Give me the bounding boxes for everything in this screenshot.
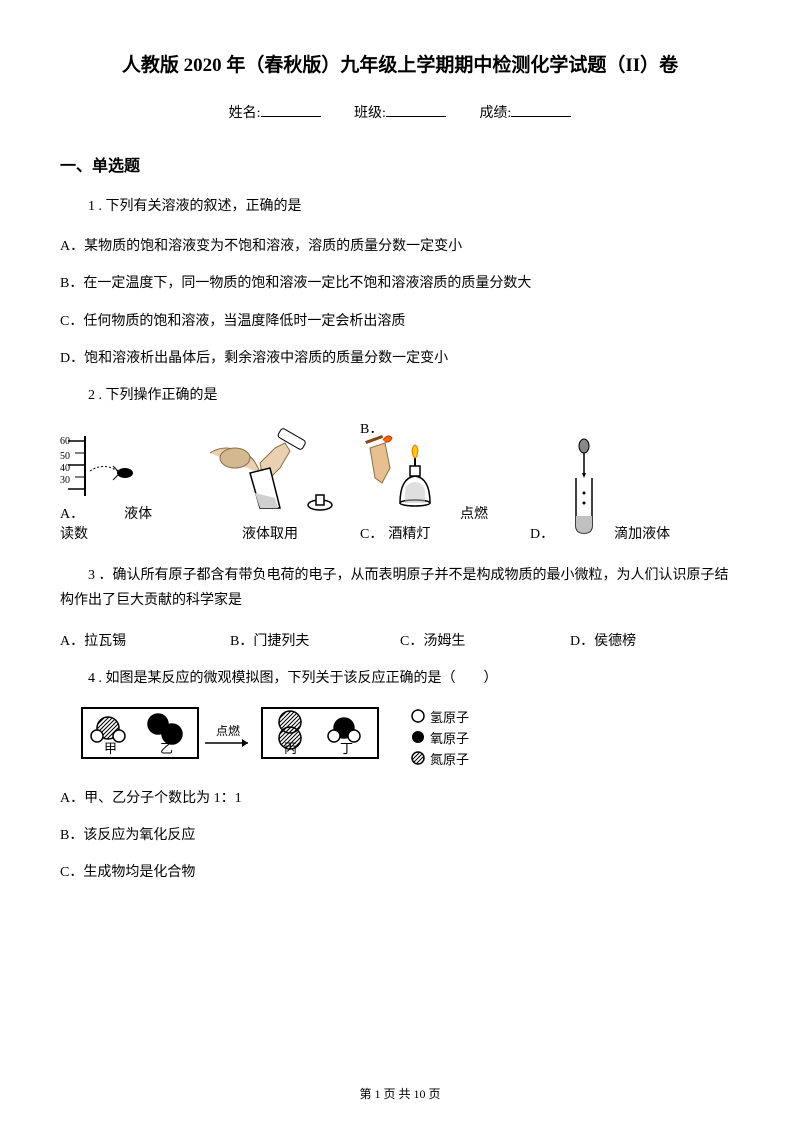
q4-option-a: A．甲、乙分子个数比为 1：1	[60, 786, 740, 811]
q2-b-text: 液体取用	[180, 523, 360, 543]
svg-text:丙: 丙	[284, 741, 297, 756]
q2-c-text2: 点燃	[460, 503, 488, 523]
svg-text:丁: 丁	[340, 741, 353, 756]
q1-stem: 1 . 下列有关溶液的叙述，正确的是	[60, 194, 740, 219]
alcohol-lamp-icon	[360, 428, 450, 518]
svg-text:点燃: 点燃	[216, 723, 240, 738]
products-box-icon: 丙 丁	[260, 706, 380, 771]
q1-option-b: B．在一定温度下，同一物质的饱和溶液一定比不饱和溶液溶质的质量分数大	[60, 271, 740, 296]
q1-option-c: C．任何物质的饱和溶液，当温度降低时一定会析出溶质	[60, 309, 740, 334]
oxygen-atom-icon	[410, 729, 430, 745]
q2-b-label: B．	[360, 418, 383, 438]
q4-stem: 4 . 如图是某反应的微观模拟图，下列关于该反应正确的是（ ）	[60, 666, 740, 691]
name-blank[interactable]	[261, 116, 321, 117]
q2-d-label: D．	[530, 527, 554, 542]
legend-hydrogen: 氢原子	[430, 707, 469, 726]
svg-text:50: 50	[60, 451, 70, 462]
svg-text:乙: 乙	[160, 741, 173, 756]
q4-reaction-diagram: 甲 乙 点燃 丙 丁 氢原子 氧原子	[80, 706, 740, 771]
svg-text:30: 30	[60, 475, 70, 486]
page-title: 人教版 2020 年（春秋版）九年级上学期期中检测化学试题（II）卷	[60, 50, 740, 77]
liquid-pouring-icon	[190, 423, 350, 518]
q2-c-text1: 酒精灯	[388, 523, 430, 543]
q3-options: A．拉瓦锡 B．门捷列夫 C．汤姆生 D．侯德榜	[60, 629, 740, 654]
class-blank[interactable]	[386, 116, 446, 117]
legend-nitrogen: 氮原子	[430, 749, 469, 768]
svg-text:40: 40	[60, 463, 70, 474]
q4-option-b: B．该反应为氧化反应	[60, 823, 740, 848]
atom-legend: 氢原子 氧原子 氮原子	[410, 707, 469, 770]
dropper-tube-icon	[564, 438, 604, 538]
q3-stem: 3 ．确认所有原子都含有带负电荷的电子，从而表明原子并不是构成物质的最小微粒，为…	[60, 563, 740, 613]
q2-a-text1: 液体	[124, 503, 152, 523]
q2-stem: 2 . 下列操作正确的是	[60, 383, 740, 408]
q2-a-label: A．	[60, 503, 84, 523]
score-blank[interactable]	[511, 116, 571, 117]
q2-a-text2: 读数	[60, 523, 88, 543]
q4-option-c: C．生成物均是化合物	[60, 860, 740, 885]
q1-option-a: A．某物质的饱和溶液变为不饱和溶液，溶质的质量分数一定变小	[60, 234, 740, 259]
q3-option-c: C．汤姆生	[400, 629, 570, 654]
q1-option-d: D．饱和溶液析出晶体后，剩余溶液中溶质的质量分数一定变小	[60, 346, 740, 371]
reactants-box-icon: 甲 乙	[80, 706, 200, 771]
class-label: 班级:	[354, 106, 386, 121]
graduated-cylinder-icon: 60 50 40 30	[60, 431, 150, 501]
q2-options-row: 60 50 40 30 A． 液体 读数 液体取用	[60, 423, 740, 543]
q2-c-label: C．	[360, 523, 383, 543]
student-info-line: 姓名: 班级: 成绩:	[60, 102, 740, 122]
section-1-header: 一、单选题	[60, 152, 740, 176]
q2-d-text: 滴加液体	[614, 523, 670, 543]
name-label: 姓名:	[229, 106, 261, 121]
page-footer: 第 1 页 共 10 页	[0, 1085, 800, 1102]
legend-oxygen: 氧原子	[430, 728, 469, 747]
hydrogen-atom-icon	[410, 708, 430, 724]
nitrogen-atom-icon	[410, 750, 430, 766]
q2-option-d: D． 滴加液体	[530, 438, 740, 543]
score-label: 成绩:	[479, 106, 511, 121]
q3-option-a: A．拉瓦锡	[60, 629, 230, 654]
q3-option-b: B．门捷列夫	[230, 629, 400, 654]
svg-text:60: 60	[60, 436, 70, 447]
q2-option-b: 液体取用	[180, 423, 360, 543]
q2-option-c: C． 酒精灯 点燃	[360, 428, 530, 543]
q3-option-d: D．侯德榜	[570, 629, 740, 654]
svg-text:甲: 甲	[104, 741, 117, 756]
reaction-arrow-icon: 点燃	[200, 723, 260, 753]
q2-option-a: 60 50 40 30 A． 液体 读数	[60, 431, 180, 543]
